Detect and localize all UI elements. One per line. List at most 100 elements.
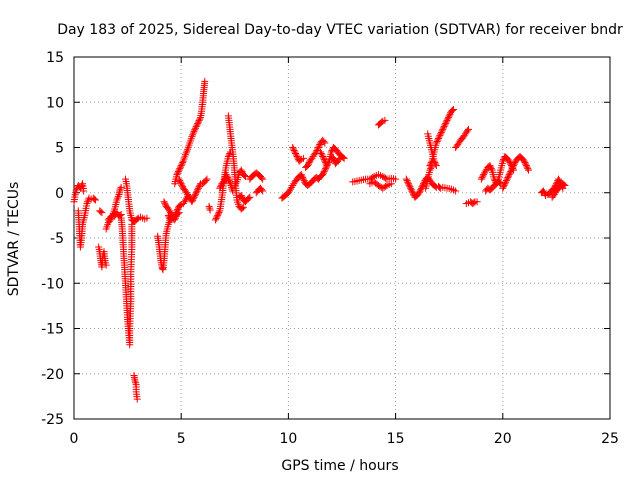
data-point — [191, 126, 199, 134]
data-point — [510, 160, 518, 168]
x-axis-label: GPS time / hours — [281, 458, 398, 474]
data-point — [226, 150, 234, 158]
data-point — [369, 173, 377, 181]
data-point — [246, 193, 254, 201]
data-point — [499, 184, 507, 192]
data-point — [290, 147, 298, 155]
data-point — [339, 153, 347, 161]
data-point — [189, 131, 197, 139]
data-point — [408, 187, 416, 195]
data-point — [440, 122, 448, 130]
data-point — [206, 204, 214, 212]
data-point — [177, 162, 185, 170]
data-point — [329, 154, 337, 162]
data-point — [289, 144, 297, 151]
data-point — [194, 184, 202, 192]
data-point — [188, 198, 196, 206]
data-point — [181, 187, 189, 195]
x-tick-label: 25 — [601, 431, 619, 447]
data-point — [289, 182, 297, 190]
data-point — [555, 177, 563, 185]
data-point — [177, 180, 185, 188]
data-point — [486, 162, 494, 170]
data-point — [433, 137, 441, 145]
data-point — [189, 195, 197, 203]
data-point — [500, 183, 508, 191]
data-point — [379, 184, 387, 192]
data-point — [444, 113, 452, 121]
data-point — [195, 183, 203, 191]
data-point — [176, 165, 184, 173]
data-point — [223, 172, 231, 180]
data-point — [194, 186, 202, 194]
data-point — [158, 264, 166, 272]
data-point — [161, 199, 169, 207]
y-tick-label: -5 — [50, 231, 64, 247]
data-point — [414, 190, 422, 198]
data-point — [381, 116, 389, 124]
y-tick-label: 15 — [46, 50, 64, 66]
data-point — [215, 208, 223, 216]
data-point — [191, 192, 199, 200]
data-point — [84, 196, 92, 204]
data-point — [387, 180, 395, 188]
data-point — [181, 151, 189, 159]
data-point — [299, 174, 307, 182]
data-point — [502, 178, 510, 186]
data-point — [505, 172, 513, 180]
data-point — [427, 165, 435, 173]
data-point — [540, 187, 548, 195]
data-point — [439, 125, 447, 133]
data-point — [509, 163, 517, 171]
data-point — [225, 151, 233, 159]
data-point — [482, 167, 490, 175]
data-point — [324, 159, 332, 167]
data-point — [504, 174, 512, 182]
x-tick-label: 10 — [279, 431, 297, 447]
data-point — [470, 199, 478, 207]
data-point — [442, 118, 450, 126]
plot-frame — [73, 56, 611, 420]
data-point — [164, 211, 172, 219]
data-point — [132, 379, 140, 387]
data-point — [402, 175, 410, 183]
data-point — [240, 172, 248, 180]
data-point — [305, 159, 313, 167]
data-point — [80, 187, 88, 195]
y-tick-label: 0 — [55, 186, 64, 202]
data-point — [523, 163, 531, 171]
data-point — [190, 193, 198, 201]
data-point — [427, 163, 435, 171]
data-point — [203, 175, 211, 183]
data-point — [374, 182, 382, 190]
data-point — [446, 110, 454, 118]
data-point — [232, 180, 240, 188]
data-point — [417, 186, 425, 194]
data-point — [319, 171, 327, 179]
data-point — [222, 171, 230, 179]
data-point — [434, 134, 442, 142]
data-point — [214, 211, 222, 219]
data-point — [319, 154, 327, 162]
data-point — [504, 156, 512, 164]
data-point — [505, 157, 513, 165]
data-point — [72, 186, 80, 194]
data-point — [189, 129, 197, 137]
data-point — [316, 140, 324, 148]
data-point — [404, 180, 412, 188]
data-point — [205, 202, 213, 210]
data-point — [501, 180, 509, 188]
data-point — [226, 178, 234, 186]
data-point — [291, 148, 299, 156]
data-point — [189, 196, 197, 204]
data-point — [445, 112, 453, 120]
data-point — [507, 168, 515, 176]
data-point — [319, 153, 327, 161]
data-point — [131, 377, 139, 385]
data-point — [160, 198, 168, 206]
y-tick-label: -20 — [41, 367, 64, 383]
data-point — [460, 132, 468, 140]
data-point — [432, 139, 440, 147]
data-point — [511, 159, 519, 167]
